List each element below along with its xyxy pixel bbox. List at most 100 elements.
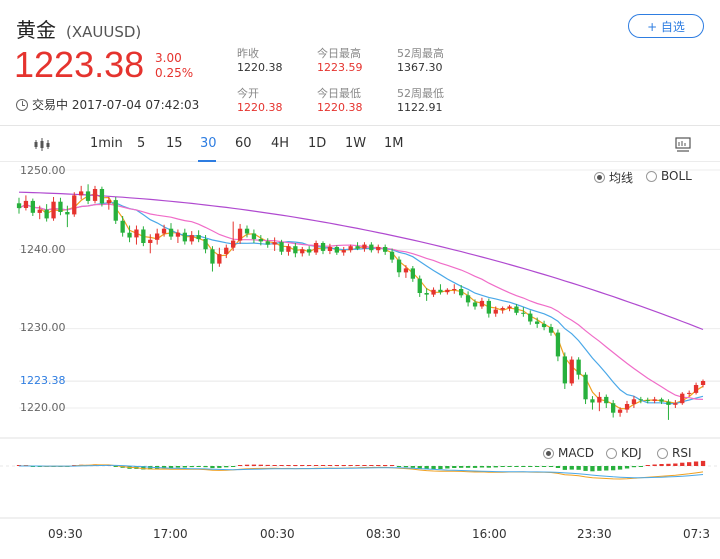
candle-body [562, 356, 567, 384]
stat-label: 今日最低 [317, 87, 361, 100]
tab-60[interactable]: 60 [235, 136, 252, 151]
macd-bar [424, 466, 429, 470]
stat-item: 今日最高 1223.59 [317, 47, 397, 75]
current-price-label: 1223.38 [20, 374, 66, 387]
indicator-boll-option[interactable]: BOLL [646, 169, 692, 183]
macd-bar [687, 462, 692, 466]
ma5-line [18, 193, 704, 410]
boll-radio[interactable] [646, 170, 657, 182]
candle-body [590, 399, 595, 403]
ma-radio[interactable] [594, 172, 605, 183]
candle-body [44, 209, 49, 219]
rsi-radio[interactable] [657, 447, 668, 459]
macd-bar [604, 466, 609, 471]
candle-body [148, 239, 153, 243]
macd-bar [161, 466, 167, 469]
indicator-macd-option[interactable]: MACD [543, 446, 594, 460]
candle-body [141, 229, 146, 243]
stat-value: 1223.59 [317, 61, 363, 74]
tab-1d[interactable]: 1D [308, 136, 327, 151]
tab-4h[interactable]: 4H [271, 136, 290, 151]
candle-body [693, 385, 699, 393]
macd-bar [631, 466, 637, 468]
macd-bar [327, 465, 333, 466]
macd-bar [348, 465, 353, 466]
macd-bar [638, 466, 643, 467]
candle-body [617, 409, 623, 413]
tab-15[interactable]: 15 [166, 136, 183, 151]
tab-5[interactable]: 5 [137, 136, 146, 151]
candle-body [265, 241, 270, 245]
candle-body [376, 247, 381, 251]
candle-body [237, 228, 243, 241]
x-axis-label: 23:30 [577, 527, 612, 541]
candle-body [521, 312, 526, 314]
candle-body [37, 209, 42, 213]
macd-bar [624, 466, 630, 469]
fullscreen-icon[interactable] [675, 137, 691, 152]
stat-label: 52周最高 [397, 47, 444, 60]
candle-body [231, 240, 236, 248]
candle-body [161, 228, 167, 234]
candlestick-chart[interactable] [0, 162, 720, 559]
macd-bar [341, 465, 346, 466]
candle-body [431, 289, 436, 295]
candlestick-icon[interactable] [34, 138, 50, 151]
candle-body [472, 302, 478, 307]
candle-body [500, 308, 505, 310]
candle-body [548, 327, 554, 333]
candle-body [479, 300, 485, 307]
candle-body [555, 332, 561, 357]
candle-body [541, 323, 547, 328]
candle-body [251, 233, 257, 240]
macd-bar [500, 466, 505, 467]
ma20-line [18, 203, 704, 400]
tab-30[interactable]: 30 [200, 136, 217, 151]
stat-value: 1122.91 [397, 101, 443, 114]
active-tab-indicator [198, 160, 216, 162]
macd-bar [562, 466, 567, 470]
indicator-rsi-option[interactable]: RSI [657, 446, 692, 460]
macd-bar [265, 464, 270, 466]
macd-bar [700, 460, 706, 466]
macd-bar [279, 465, 284, 466]
candle-body [155, 233, 160, 240]
kdj-radio[interactable] [606, 447, 617, 459]
candle-body [348, 246, 353, 251]
add-watchlist-button[interactable]: + 自选 [628, 14, 704, 38]
candle-body [279, 242, 284, 252]
macd-radio[interactable] [543, 447, 554, 459]
quote-stats: 昨收 1220.38 今日最高 1223.59 52周最高 1367.30 今开 1220.3… [237, 47, 477, 115]
candle-body [403, 268, 409, 273]
macd-bar [148, 466, 153, 470]
indicator-kdj-option[interactable]: KDJ [606, 446, 642, 460]
candle-body [624, 404, 630, 410]
tab-1min[interactable]: 1min [90, 136, 123, 151]
macd-bar [313, 465, 319, 466]
macd-bar [472, 466, 478, 468]
tab-1w[interactable]: 1W [345, 136, 367, 151]
macd-bar [320, 465, 326, 466]
macd-bar [396, 466, 402, 467]
stat-item: 今开 1220.38 [237, 87, 317, 115]
macd-bar [182, 466, 187, 468]
stat-label: 昨收 [237, 47, 259, 60]
macd-bar [369, 465, 374, 466]
macd-bar [293, 465, 298, 466]
candle-body [286, 246, 291, 252]
macd-bar [244, 464, 250, 466]
candle-body [72, 195, 77, 215]
stat-item: 昨收 1220.38 [237, 47, 317, 75]
macd-bar [548, 466, 554, 467]
x-axis-label: 07:3 [683, 527, 710, 541]
macd-bar [617, 466, 623, 470]
candle-body [445, 289, 450, 293]
candle-body [217, 254, 222, 264]
candle-body [424, 293, 429, 295]
indicator-ma-option[interactable]: 均线 [594, 169, 633, 186]
tab-1m[interactable]: 1M [384, 136, 404, 151]
candle-body [224, 247, 229, 254]
stat-item: 今日最低 1220.38 [317, 87, 397, 115]
macd-bar [113, 466, 118, 467]
candle-body [396, 259, 402, 273]
